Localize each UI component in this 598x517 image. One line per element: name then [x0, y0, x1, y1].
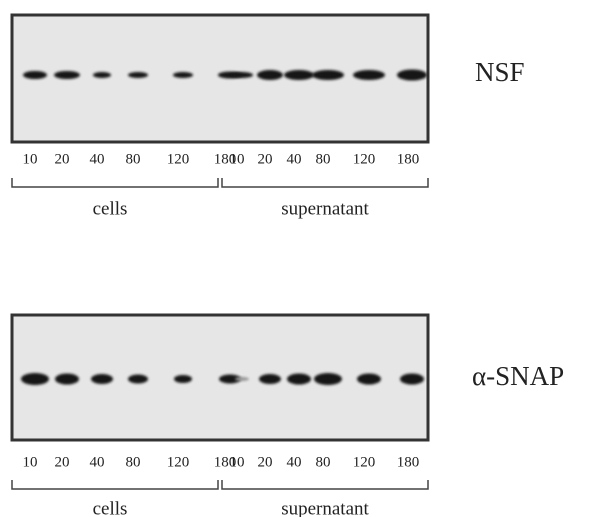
band [23, 71, 47, 79]
bracket [221, 480, 429, 490]
band [284, 70, 314, 80]
lane-label: 10 [230, 454, 245, 470]
band [21, 373, 49, 385]
lane-label: 120 [167, 151, 190, 167]
protein-label: α-SNAP [472, 361, 564, 391]
bracket [11, 178, 219, 188]
lane-label: 120 [353, 454, 376, 470]
band [312, 70, 344, 80]
band [400, 373, 424, 385]
group-label: cells [93, 498, 128, 517]
lane-label: 10 [23, 151, 38, 167]
lane-label: 80 [316, 151, 331, 167]
band [128, 72, 148, 78]
bracket [11, 480, 219, 490]
lane-label: 10 [230, 151, 245, 167]
lane-label: 20 [258, 454, 273, 470]
lane-label: 180 [397, 151, 420, 167]
lane-label: 180 [214, 454, 237, 470]
lane-label: 80 [126, 454, 141, 470]
band [55, 373, 79, 385]
lane-label: 20 [55, 151, 70, 167]
protein-label: NSF [475, 57, 525, 87]
band [93, 72, 111, 78]
band [287, 373, 311, 385]
band [235, 377, 249, 381]
lane-label: 80 [316, 454, 331, 470]
band [314, 373, 342, 385]
band [259, 374, 281, 384]
lane-label: 120 [353, 151, 376, 167]
bracket [221, 178, 429, 188]
lane-label: 20 [55, 454, 70, 470]
lane-label: 180 [214, 151, 237, 167]
band [353, 70, 385, 80]
lane-label: 80 [126, 151, 141, 167]
band [397, 69, 427, 81]
lane-label: 40 [90, 454, 105, 470]
band [54, 71, 80, 79]
lane-label: 120 [167, 454, 190, 470]
lane-label: 20 [258, 151, 273, 167]
band [173, 72, 193, 78]
lane-label: 180 [397, 454, 420, 470]
band [231, 72, 253, 78]
band [91, 374, 113, 384]
band [174, 375, 192, 383]
band [257, 70, 283, 80]
lane-label: 40 [287, 454, 302, 470]
band [357, 373, 381, 385]
group-label: cells [93, 198, 128, 219]
band [219, 374, 241, 384]
group-label: supernatant [281, 198, 369, 219]
band [128, 374, 148, 384]
group-label: supernatant [281, 498, 369, 517]
lane-label: 40 [90, 151, 105, 167]
lane-label: 40 [287, 151, 302, 167]
lane-label: 10 [23, 454, 38, 470]
